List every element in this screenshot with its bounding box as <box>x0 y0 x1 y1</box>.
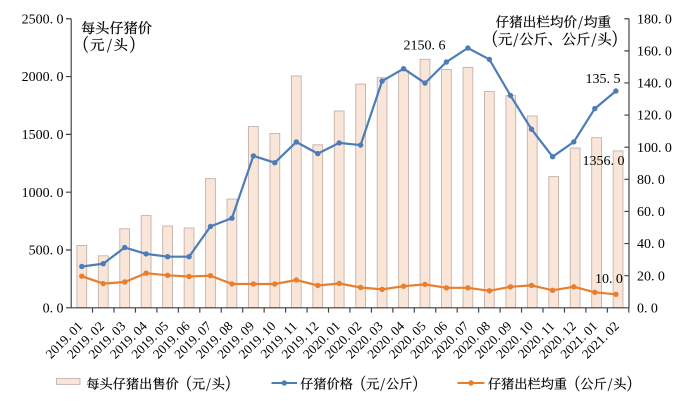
svg-text:40.0: 40. 0 <box>637 237 665 252</box>
svg-text:1356.0: 1356. 0 <box>583 154 625 169</box>
svg-text:2000.0: 2000. 0 <box>22 70 64 85</box>
svg-text:0.0: 0. 0 <box>637 301 658 316</box>
svg-text:0.0: 0. 0 <box>43 301 64 316</box>
svg-text:60.0: 60. 0 <box>637 205 665 220</box>
svg-text:2150.6: 2150. 6 <box>404 39 446 54</box>
svg-text:80.0: 80. 0 <box>637 173 665 188</box>
svg-text:2500.0: 2500. 0 <box>22 12 64 27</box>
svg-text:10.0: 10. 0 <box>595 272 623 287</box>
svg-text:135.5: 135. 5 <box>586 72 621 87</box>
svg-text:140.0: 140. 0 <box>637 77 672 92</box>
svg-text:180.0: 180. 0 <box>637 12 672 27</box>
svg-text:100.0: 100. 0 <box>637 141 672 156</box>
svg-text:20.0: 20. 0 <box>637 269 665 284</box>
svg-text:500.0: 500. 0 <box>29 244 64 259</box>
svg-text:120.0: 120. 0 <box>637 109 672 124</box>
svg-text:1000.0: 1000. 0 <box>22 186 64 201</box>
svg-text:1500.0: 1500. 0 <box>22 128 64 143</box>
svg-text:160.0: 160. 0 <box>637 44 672 59</box>
